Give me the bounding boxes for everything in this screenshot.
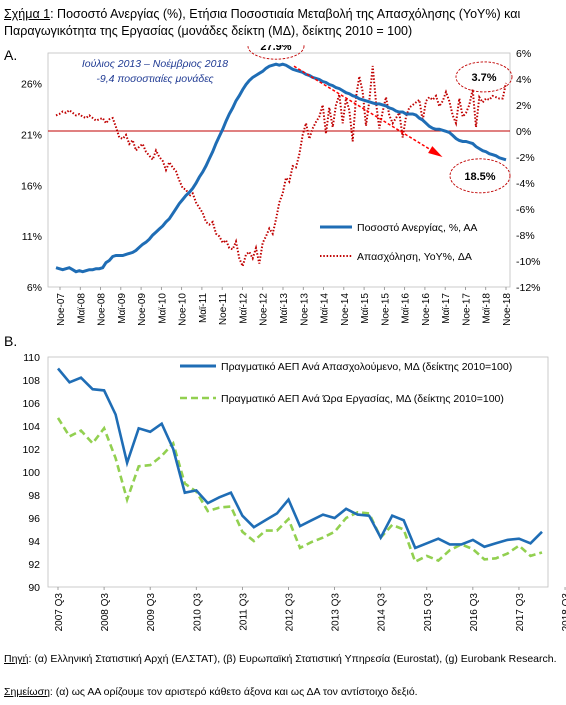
y-right-tick-label: 4%: [516, 74, 531, 86]
legend-unemployment-label: Ποσοστό Ανεργίας, %, ΑΑ: [357, 222, 477, 234]
x-tick-label: Noe-17: [461, 293, 472, 326]
y-left-tick-label: 16%: [21, 180, 42, 192]
y-tick-label: 100: [22, 467, 40, 479]
x-tick-label: Noe-09: [137, 293, 148, 326]
x-tick-label: Μαϊ-13: [279, 293, 290, 324]
x-tick-label: Noe-13: [299, 293, 310, 326]
plot-area-a: [47, 52, 511, 288]
x-tick-label: 2018 Q3: [561, 593, 566, 632]
source-text: : (α) Ελληνική Στατιστική Αρχή (ΕΛΣΤΑΤ),…: [28, 653, 557, 665]
y-tick-label: 92: [28, 559, 40, 571]
x-tick-label: Noe-08: [97, 293, 108, 326]
x-tick-label: 2011 Q3: [238, 593, 249, 631]
x-tick-label: Μαϊ-11: [198, 293, 209, 323]
x-tick-label: Noe-18: [502, 293, 513, 326]
y-left-tick-label: 11%: [22, 231, 42, 243]
legend-gdp-per-hour-label: Πραγματικό ΑΕΠ Ανά Ώρα Εργασίας, ΜΔ (δεί…: [221, 393, 504, 405]
y-right-tick-label: -8%: [516, 230, 535, 242]
y-right-tick-label: -6%: [516, 204, 535, 216]
x-tick-label: Μαϊ-10: [157, 293, 168, 324]
x-tick-label: 2007 Q3: [54, 593, 65, 632]
y-tick-label: 106: [22, 398, 40, 410]
footer-note: Σημείωση: (α) ως ΑΑ ορίζουμε τον αριστερ…: [4, 685, 560, 699]
annotation-change: -9,4 ποσοστιαίες μονάδες: [96, 73, 214, 85]
y-tick-label: 98: [28, 490, 40, 502]
figure-title: Σχήμα 1: Ποσοστό Ανεργίας (%), Ετήσια Πο…: [4, 6, 560, 40]
callout-employment-end-label: 3.7%: [471, 72, 496, 84]
series-gdp-per-hour-line: [56, 417, 543, 564]
x-tick-label: 2013 Q3: [331, 593, 342, 632]
x-tick-label: Noe-11: [218, 293, 229, 325]
y-left-tick-label: 6%: [27, 282, 42, 294]
plot-area-b: [47, 356, 549, 588]
x-tick-label: 2014 Q3: [377, 593, 388, 632]
panel-b-label: B.: [4, 333, 18, 349]
x-tick-label: Μαϊ-09: [117, 293, 128, 324]
panel-a-label: A.: [4, 47, 18, 63]
x-tick-label: Μαϊ-12: [238, 293, 249, 324]
y-left-tick-label: 26%: [21, 79, 42, 91]
y-tick-label: 94: [28, 536, 40, 548]
x-tick-label: Μαϊ-18: [482, 293, 493, 324]
y-right-tick-label: -12%: [516, 282, 541, 294]
callout-employment-end-ellipse: [455, 61, 513, 93]
series-employment-line: [55, 65, 507, 270]
x-tick-label: 2015 Q3: [423, 593, 434, 632]
callout-unemployment-end-ellipse: [449, 158, 511, 194]
y-right-tick-label: -4%: [516, 178, 535, 190]
callout-peak-ellipse: [247, 45, 305, 60]
annotation-period: Ιούλιος 2013 – Νοέμβριος 2018: [82, 58, 228, 70]
x-tick-label: Noe-14: [340, 293, 351, 326]
x-tick-label: Noe-07: [56, 293, 67, 326]
footer-source: Πηγή: (α) Ελληνική Στατιστική Αρχή (ΕΛΣΤ…: [4, 652, 560, 666]
y-left-tick-label: 21%: [21, 129, 42, 141]
x-tick-label: Noe-12: [259, 293, 270, 326]
y-tick-label: 108: [22, 375, 40, 387]
note-text: : (α) ως ΑΑ ορίζουμε τον αριστερό κάθετο…: [49, 686, 418, 698]
x-tick-label: Μαϊ-16: [401, 293, 412, 324]
x-tick-label: Μαϊ-17: [441, 293, 452, 324]
series-gdp-per-employee-line: [57, 367, 543, 550]
figure-label: Σχήμα 1: [4, 7, 51, 21]
x-tick-label: Noe-15: [380, 293, 391, 326]
y-tick-label: 110: [23, 352, 40, 364]
note-label: Σημείωση: [4, 686, 50, 698]
chart-a: 6% 11% 16% 21% 26% 6% 4% 2% 0% -2% -4% -6% -8% -10% -1…: [21, 45, 541, 326]
y-tick-label: 102: [22, 444, 40, 456]
y-right-tick-label: 6%: [516, 48, 531, 60]
y-right-tick-label: 2%: [516, 100, 531, 112]
y-tick-label: 90: [28, 582, 40, 594]
y-right-tick-label: 0%: [516, 126, 531, 138]
x-tick-label: Noe-10: [178, 293, 189, 326]
x-tick-label: Μαϊ-08: [76, 293, 87, 324]
x-tick-label: 2012 Q3: [284, 593, 295, 632]
trend-arrow-head: [428, 146, 443, 157]
x-tick-label: 2010 Q3: [192, 593, 203, 632]
callout-unemployment-end-label: 18.5%: [464, 171, 495, 183]
source-label: Πηγή: [4, 653, 29, 665]
x-tick-label: 2016 Q3: [469, 593, 480, 632]
y-tick-label: 104: [22, 421, 40, 433]
y-right-tick-label: -10%: [516, 256, 541, 268]
x-tick-label: Noe-16: [421, 293, 432, 326]
y-right-tick-label: -2%: [516, 152, 535, 164]
series-unemployment-line: [55, 62, 507, 274]
legend-employment-label: Απασχόληση, YoY%, ΔΑ: [357, 251, 472, 263]
x-tick-label: Μαϊ-15: [360, 293, 371, 324]
chart-b: 90 92 94 96 98 100 102 104 106 108 110 2007 Q3 2008 …: [22, 352, 566, 632]
figure-title-text: : Ποσοστό Ανεργίας (%), Ετήσια Ποσοστιαί…: [4, 7, 521, 38]
x-tick-label: 2017 Q3: [515, 593, 526, 632]
legend-gdp-per-employee-label: Πραγματικό ΑΕΠ Ανά Απασχολούμενο, ΜΔ (δε…: [221, 361, 512, 373]
x-tick-label: Μαϊ-14: [320, 293, 331, 324]
y-tick-label: 96: [28, 513, 40, 525]
callout-peak-label: 27.9%: [260, 45, 291, 53]
trend-arrow-line: [293, 65, 435, 153]
x-tick-label: 2008 Q3: [100, 593, 111, 632]
x-tick-label: 2009 Q3: [146, 593, 157, 632]
